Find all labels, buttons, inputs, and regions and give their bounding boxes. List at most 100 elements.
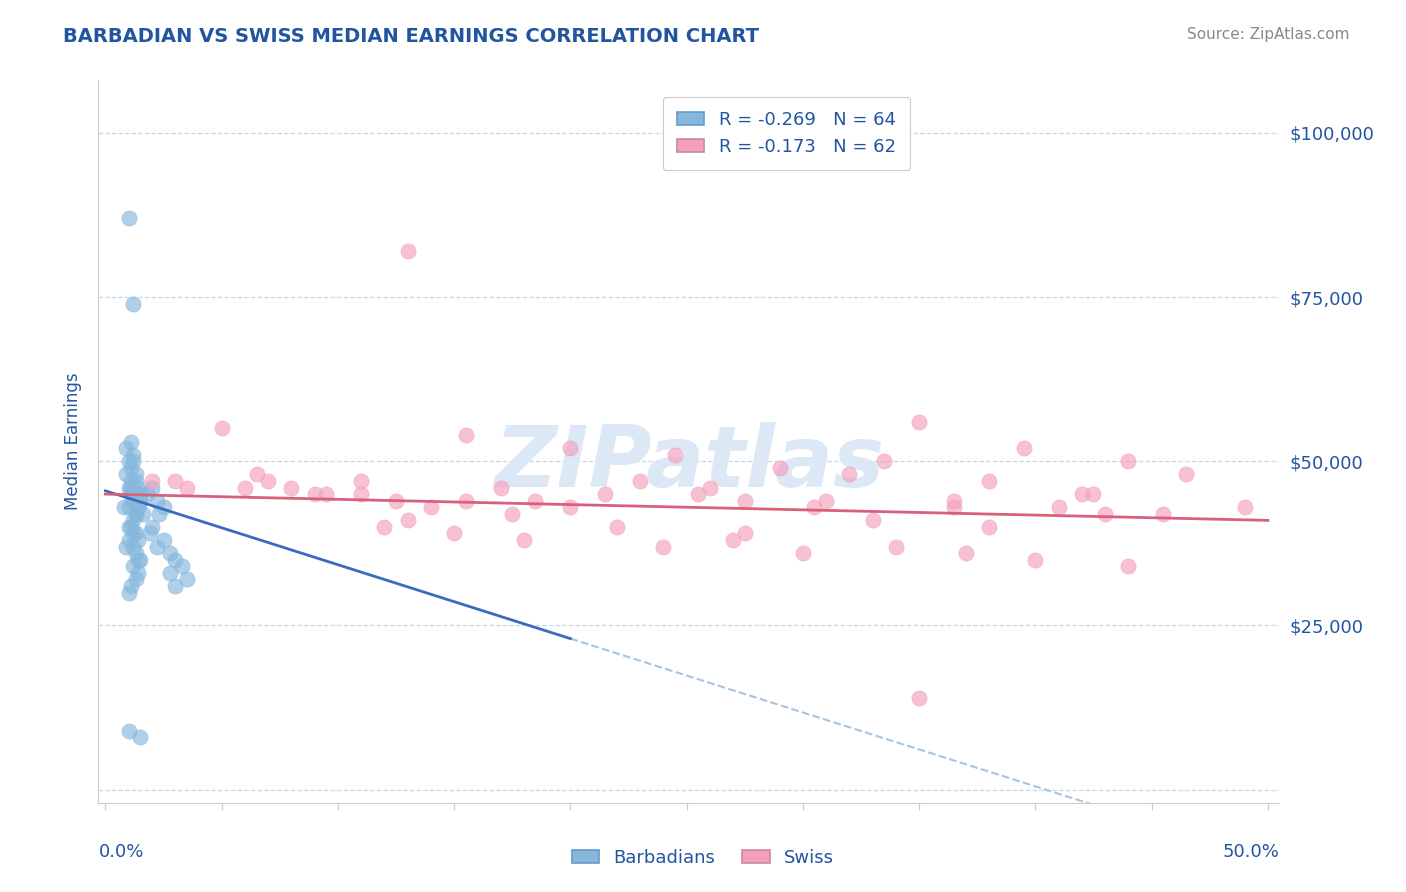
Point bbox=[122, 526, 145, 541]
Point bbox=[129, 730, 152, 744]
Point bbox=[211, 421, 233, 435]
Point bbox=[127, 481, 149, 495]
Point bbox=[628, 474, 651, 488]
Point bbox=[734, 526, 756, 541]
Legend: Barbadians, Swiss: Barbadians, Swiss bbox=[565, 842, 841, 874]
Point bbox=[127, 500, 149, 515]
Point bbox=[165, 553, 187, 567]
Point bbox=[1083, 487, 1105, 501]
Point bbox=[129, 493, 152, 508]
Point bbox=[115, 467, 138, 482]
Point bbox=[127, 500, 149, 515]
Point bbox=[115, 441, 138, 455]
Point bbox=[652, 540, 675, 554]
Point bbox=[145, 540, 167, 554]
Point bbox=[117, 500, 139, 515]
Point bbox=[815, 493, 838, 508]
Point bbox=[117, 723, 139, 738]
Point bbox=[127, 566, 149, 580]
Point bbox=[350, 487, 373, 501]
Point bbox=[396, 244, 419, 258]
Point bbox=[1094, 507, 1116, 521]
Text: 50.0%: 50.0% bbox=[1223, 843, 1279, 861]
Point bbox=[127, 533, 149, 547]
Point bbox=[117, 454, 139, 468]
Point bbox=[117, 520, 139, 534]
Point bbox=[257, 474, 280, 488]
Point bbox=[122, 493, 145, 508]
Point bbox=[315, 487, 337, 501]
Point bbox=[943, 500, 966, 515]
Point bbox=[1175, 467, 1198, 482]
Text: Source: ZipAtlas.com: Source: ZipAtlas.com bbox=[1187, 27, 1350, 42]
Point bbox=[124, 507, 146, 521]
Point bbox=[385, 493, 408, 508]
Point bbox=[152, 533, 174, 547]
Point bbox=[172, 559, 194, 574]
Point bbox=[124, 507, 146, 521]
Point bbox=[115, 540, 138, 554]
Point bbox=[443, 526, 465, 541]
Point bbox=[122, 540, 145, 554]
Point bbox=[122, 454, 145, 468]
Point bbox=[124, 573, 146, 587]
Point bbox=[1070, 487, 1092, 501]
Point bbox=[120, 460, 142, 475]
Point bbox=[120, 474, 142, 488]
Point bbox=[124, 467, 146, 482]
Text: 0.0%: 0.0% bbox=[98, 843, 143, 861]
Point bbox=[159, 566, 181, 580]
Point bbox=[122, 559, 145, 574]
Point bbox=[501, 507, 523, 521]
Point bbox=[350, 474, 373, 488]
Point bbox=[148, 507, 170, 521]
Point bbox=[120, 579, 142, 593]
Point bbox=[176, 481, 198, 495]
Point bbox=[606, 520, 628, 534]
Point bbox=[141, 520, 163, 534]
Point bbox=[124, 474, 146, 488]
Point bbox=[454, 428, 477, 442]
Point bbox=[145, 493, 167, 508]
Point bbox=[124, 487, 146, 501]
Point bbox=[524, 493, 547, 508]
Point bbox=[233, 481, 256, 495]
Point bbox=[120, 481, 142, 495]
Point bbox=[792, 546, 814, 560]
Point bbox=[131, 507, 153, 521]
Point bbox=[699, 481, 721, 495]
Point bbox=[560, 500, 582, 515]
Point bbox=[955, 546, 977, 560]
Point bbox=[165, 579, 187, 593]
Point bbox=[977, 520, 1000, 534]
Point bbox=[1118, 559, 1140, 574]
Point bbox=[176, 573, 198, 587]
Point bbox=[280, 481, 302, 495]
Text: ZIPatlas: ZIPatlas bbox=[494, 422, 884, 505]
Point bbox=[977, 474, 1000, 488]
Point bbox=[120, 520, 142, 534]
Point bbox=[513, 533, 536, 547]
Point bbox=[943, 493, 966, 508]
Point bbox=[122, 448, 145, 462]
Point bbox=[122, 493, 145, 508]
Point bbox=[159, 546, 181, 560]
Point bbox=[419, 500, 441, 515]
Point bbox=[1024, 553, 1046, 567]
Point bbox=[734, 493, 756, 508]
Point bbox=[803, 500, 825, 515]
Point bbox=[245, 467, 267, 482]
Text: BARBADIAN VS SWISS MEDIAN EARNINGS CORRELATION CHART: BARBADIAN VS SWISS MEDIAN EARNINGS CORRE… bbox=[63, 27, 759, 45]
Point bbox=[117, 533, 139, 547]
Point bbox=[873, 454, 896, 468]
Point bbox=[1012, 441, 1035, 455]
Point bbox=[908, 690, 931, 705]
Point bbox=[127, 553, 149, 567]
Point bbox=[129, 487, 152, 501]
Point bbox=[136, 487, 159, 501]
Point bbox=[304, 487, 326, 501]
Point bbox=[1047, 500, 1070, 515]
Point bbox=[138, 526, 160, 541]
Point bbox=[688, 487, 710, 501]
Point bbox=[129, 553, 152, 567]
